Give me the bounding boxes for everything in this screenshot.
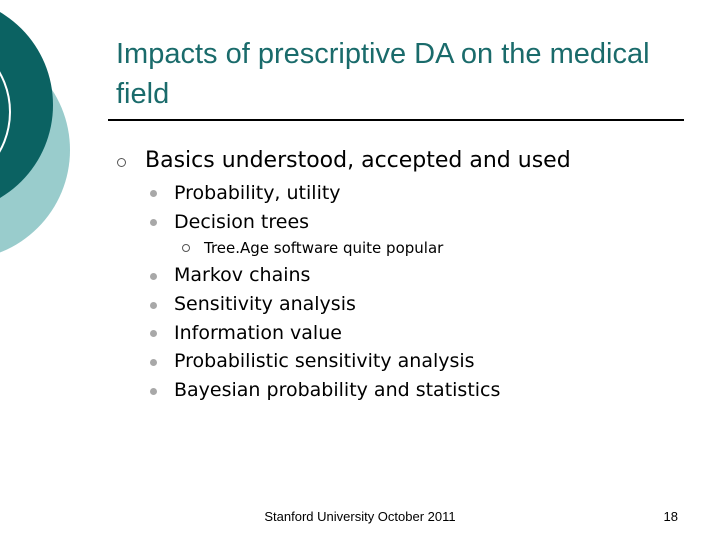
page-number: 18 [663, 509, 678, 524]
bullet-item: Probability, utility [174, 182, 341, 204]
bullet-ring-icon [182, 244, 190, 252]
bullet-dot-icon [150, 273, 157, 280]
slide-title: Impacts of prescriptive DA on the medica… [116, 38, 650, 110]
bullet-dot-icon [150, 388, 157, 395]
white-highlight-circle [0, 71, 11, 153]
bullet-dot-icon [150, 330, 157, 337]
bullet-item: Information value [174, 322, 342, 344]
bullet-item: Sensitivity analysis [174, 293, 356, 315]
bullet-item: Markov chains [174, 264, 311, 286]
bullet-item: Basics understood, accepted and used [145, 148, 571, 173]
footer-text: Stanford University October 2011 [264, 509, 456, 524]
bullet-item: Probabilistic sensitivity analysis [174, 350, 475, 372]
dark-teal-circle [0, 12, 53, 198]
title-divider [108, 119, 684, 121]
decorative-teal-circles [0, 12, 70, 253]
bullet-dot-icon [150, 359, 157, 366]
bullet-dot-icon [150, 190, 157, 197]
bullet-item: Bayesian probability and statistics [174, 379, 501, 401]
bullet-dot-icon [150, 219, 157, 226]
bullet-ring-icon [117, 158, 126, 167]
bullet-item: Tree.Age software quite popular [204, 239, 444, 257]
slide-footer: Stanford University October 2011 [0, 509, 720, 524]
bullet-dot-icon [150, 302, 157, 309]
bullet-item: Decision trees [174, 211, 310, 233]
